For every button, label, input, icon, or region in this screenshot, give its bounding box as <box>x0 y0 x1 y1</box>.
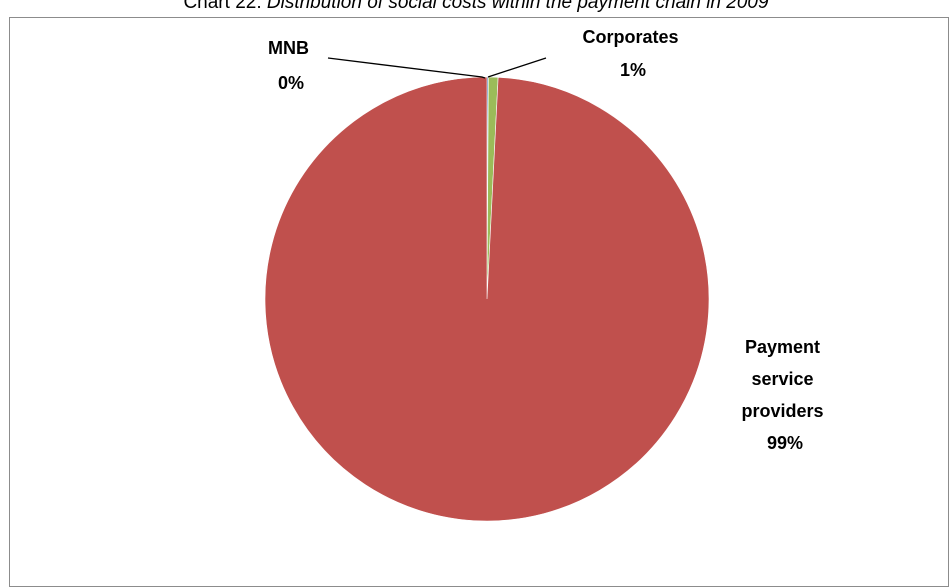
chart-title: Chart 22: Distribution of social costs w… <box>0 0 952 15</box>
data-label-psp-line2: service <box>751 369 813 389</box>
data-labels: MNB 0% Corporates 1% Payment service pro… <box>268 27 828 453</box>
data-label-mnb-value: 0% <box>278 73 304 93</box>
leader-lines <box>327 57 547 79</box>
data-label-mnb-name: MNB <box>268 38 309 58</box>
data-label-psp-line1: Payment <box>745 337 820 357</box>
data-label-corporates-value: 1% <box>620 60 646 80</box>
pie-slices <box>264 76 710 522</box>
data-label-psp-line3: providers <box>741 401 823 421</box>
data-label-corporates-name: Corporates <box>582 27 678 47</box>
leader-line-mnb <box>327 57 486 79</box>
data-label-mnb: MNB 0% <box>268 38 314 93</box>
data-label-corporates: Corporates 1% <box>582 27 683 80</box>
leader-line-corporates <box>487 57 547 78</box>
data-label-payment-service-providers: Payment service providers 99% <box>741 337 828 453</box>
pie-slice-payment-service-providers <box>264 76 710 522</box>
data-label-psp-line4: 99% <box>767 433 803 453</box>
chart-title-lead: Chart 22: <box>183 0 262 13</box>
chart-title-rest: Distribution of social costs within the … <box>261 0 769 13</box>
